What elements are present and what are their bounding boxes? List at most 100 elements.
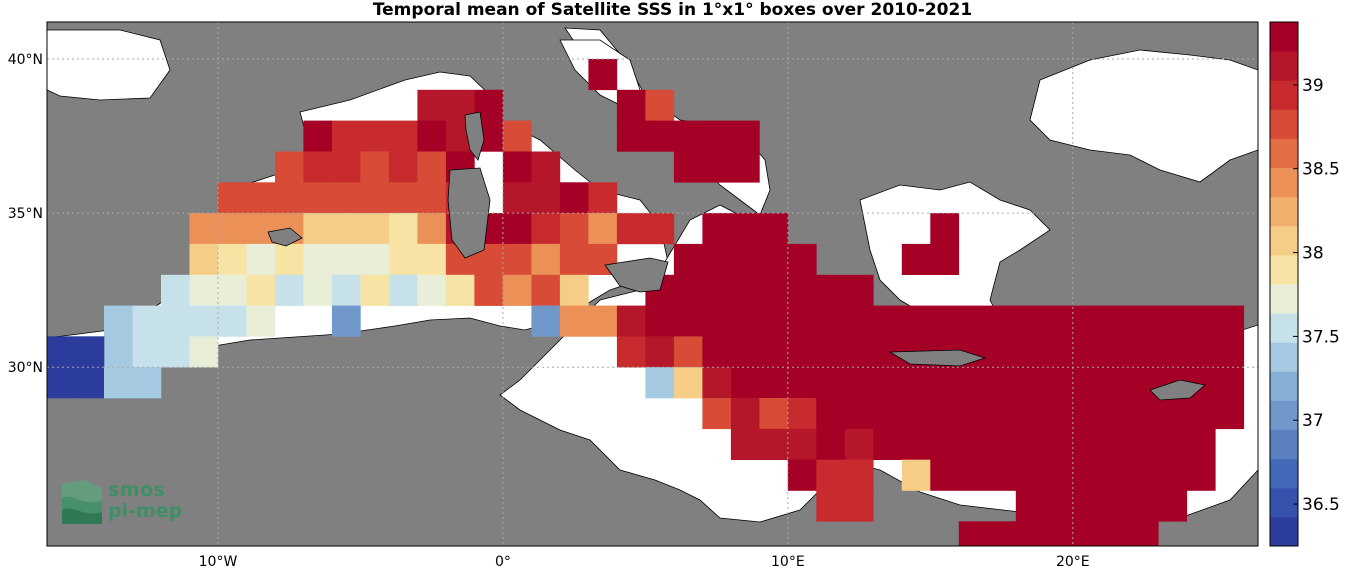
sss-cell: [645, 120, 675, 152]
sss-cell: [388, 151, 418, 183]
sss-cell: [787, 459, 817, 491]
sss-cell: [417, 89, 447, 121]
sss-cell: [873, 398, 903, 430]
sss-cell: [531, 305, 561, 337]
sss-cell: [816, 305, 846, 337]
sss-cell: [588, 305, 618, 337]
sss-cell: [730, 243, 760, 275]
sss-cell: [1158, 336, 1188, 368]
colorbar-tick-label: 37: [1302, 411, 1324, 431]
sss-cell: [702, 213, 732, 245]
sss-cell: [502, 274, 532, 306]
sss-cell: [787, 367, 817, 399]
sss-cell: [730, 398, 760, 430]
sss-cell: [218, 182, 247, 214]
sss-cell: [730, 336, 760, 368]
sss-cell: [702, 120, 732, 152]
sss-cell: [1044, 305, 1074, 337]
sss-cell: [218, 274, 247, 306]
sss-cell: [873, 305, 903, 337]
sss-cell: [730, 428, 760, 460]
sss-cell: [844, 428, 874, 460]
island-corsica: [464, 111, 485, 161]
sss-cell: [388, 243, 418, 275]
colorbar-segment: [1270, 313, 1298, 343]
sss-cell: [844, 305, 874, 337]
sss-cell: [360, 182, 390, 214]
sss-cell: [730, 151, 760, 183]
graticule: [47, 22, 1258, 546]
sss-cell: [104, 305, 133, 337]
sss-cell: [417, 182, 447, 214]
sss-cell: [1015, 490, 1045, 522]
sss-cell: [730, 367, 760, 399]
lat-tick-label: 30°N: [8, 360, 43, 376]
sss-cell: [844, 398, 874, 430]
sss-cell: [787, 428, 817, 460]
sss-cell: [360, 213, 390, 245]
colorbar-segment: [1270, 371, 1298, 401]
sss-cell: [1072, 398, 1102, 430]
sss-cell: [218, 305, 247, 337]
sss-cell: [702, 398, 732, 430]
islands: [267, 111, 1206, 401]
colorbar-segment: [1270, 342, 1298, 372]
sss-cell: [1215, 367, 1245, 399]
sss-cell: [1015, 367, 1045, 399]
sss-cell: [75, 336, 105, 368]
sss-cell: [645, 89, 675, 121]
sss-cell: [531, 151, 561, 183]
sss-cell: [616, 213, 646, 245]
sss-cell: [531, 213, 561, 245]
lat-tick-label: 40°N: [8, 52, 43, 68]
sss-cell: [360, 151, 390, 183]
sss-cell: [1186, 305, 1216, 337]
sss-cell: [161, 305, 190, 337]
colorbar-tick-label: 39: [1302, 76, 1324, 96]
sss-cell: [730, 213, 760, 245]
sss-cell: [930, 243, 960, 275]
sss-cell: [360, 243, 390, 275]
sss-cell: [1158, 428, 1188, 460]
sss-cell: [901, 243, 931, 275]
sss-cell: [1129, 459, 1159, 491]
sea-northeast: [1029, 49, 1258, 183]
sss-cell: [930, 213, 960, 245]
sss-cells: [47, 59, 1245, 546]
sss-cell: [246, 274, 276, 306]
sss-cell: [645, 305, 675, 337]
colorbar-ticks: 36.5 37 37.5 38 38.5 39: [1293, 76, 1340, 515]
colorbar-segment: [1270, 138, 1298, 168]
sss-cell: [1186, 398, 1216, 430]
sss-cell: [816, 428, 846, 460]
sss-cell: [531, 243, 561, 275]
sss-cell: [1129, 336, 1159, 368]
sss-cell: [1044, 336, 1074, 368]
sss-cell: [987, 428, 1017, 460]
sss-cell: [901, 398, 931, 430]
sss-cell: [844, 490, 874, 522]
sss-cell: [189, 243, 219, 275]
sss-cell: [673, 243, 703, 275]
sss-cell: [303, 243, 333, 275]
colorbar-tick-label: 37.5: [1302, 327, 1340, 347]
sss-cell: [1015, 428, 1045, 460]
sss-cell: [531, 182, 561, 214]
sss-cell: [132, 367, 162, 399]
sss-cell: [958, 459, 988, 491]
smos-pimep-logo: smos pi-mep: [54, 478, 194, 534]
island-sicily: [604, 257, 669, 293]
sss-cell: [787, 305, 817, 337]
sss-cell: [816, 459, 846, 491]
sss-cell: [1044, 521, 1074, 546]
sss-cell: [502, 243, 532, 275]
sss-cell: [759, 367, 789, 399]
sss-cell: [759, 305, 789, 337]
sss-cell: [873, 367, 903, 399]
sss-cell: [502, 120, 532, 152]
sss-cell: [303, 151, 333, 183]
sss-cell: [1072, 336, 1102, 368]
sss-cell: [161, 274, 190, 306]
sss-cell: [844, 459, 874, 491]
sss-cell: [331, 120, 361, 152]
